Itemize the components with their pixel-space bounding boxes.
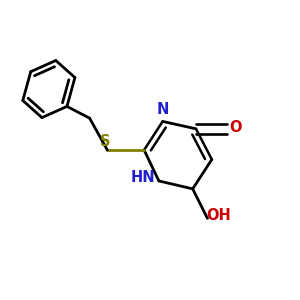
Text: O: O [230, 120, 242, 135]
Text: HN: HN [130, 170, 155, 185]
Text: N: N [157, 102, 169, 117]
Text: OH: OH [206, 208, 231, 223]
Text: S: S [100, 134, 110, 149]
